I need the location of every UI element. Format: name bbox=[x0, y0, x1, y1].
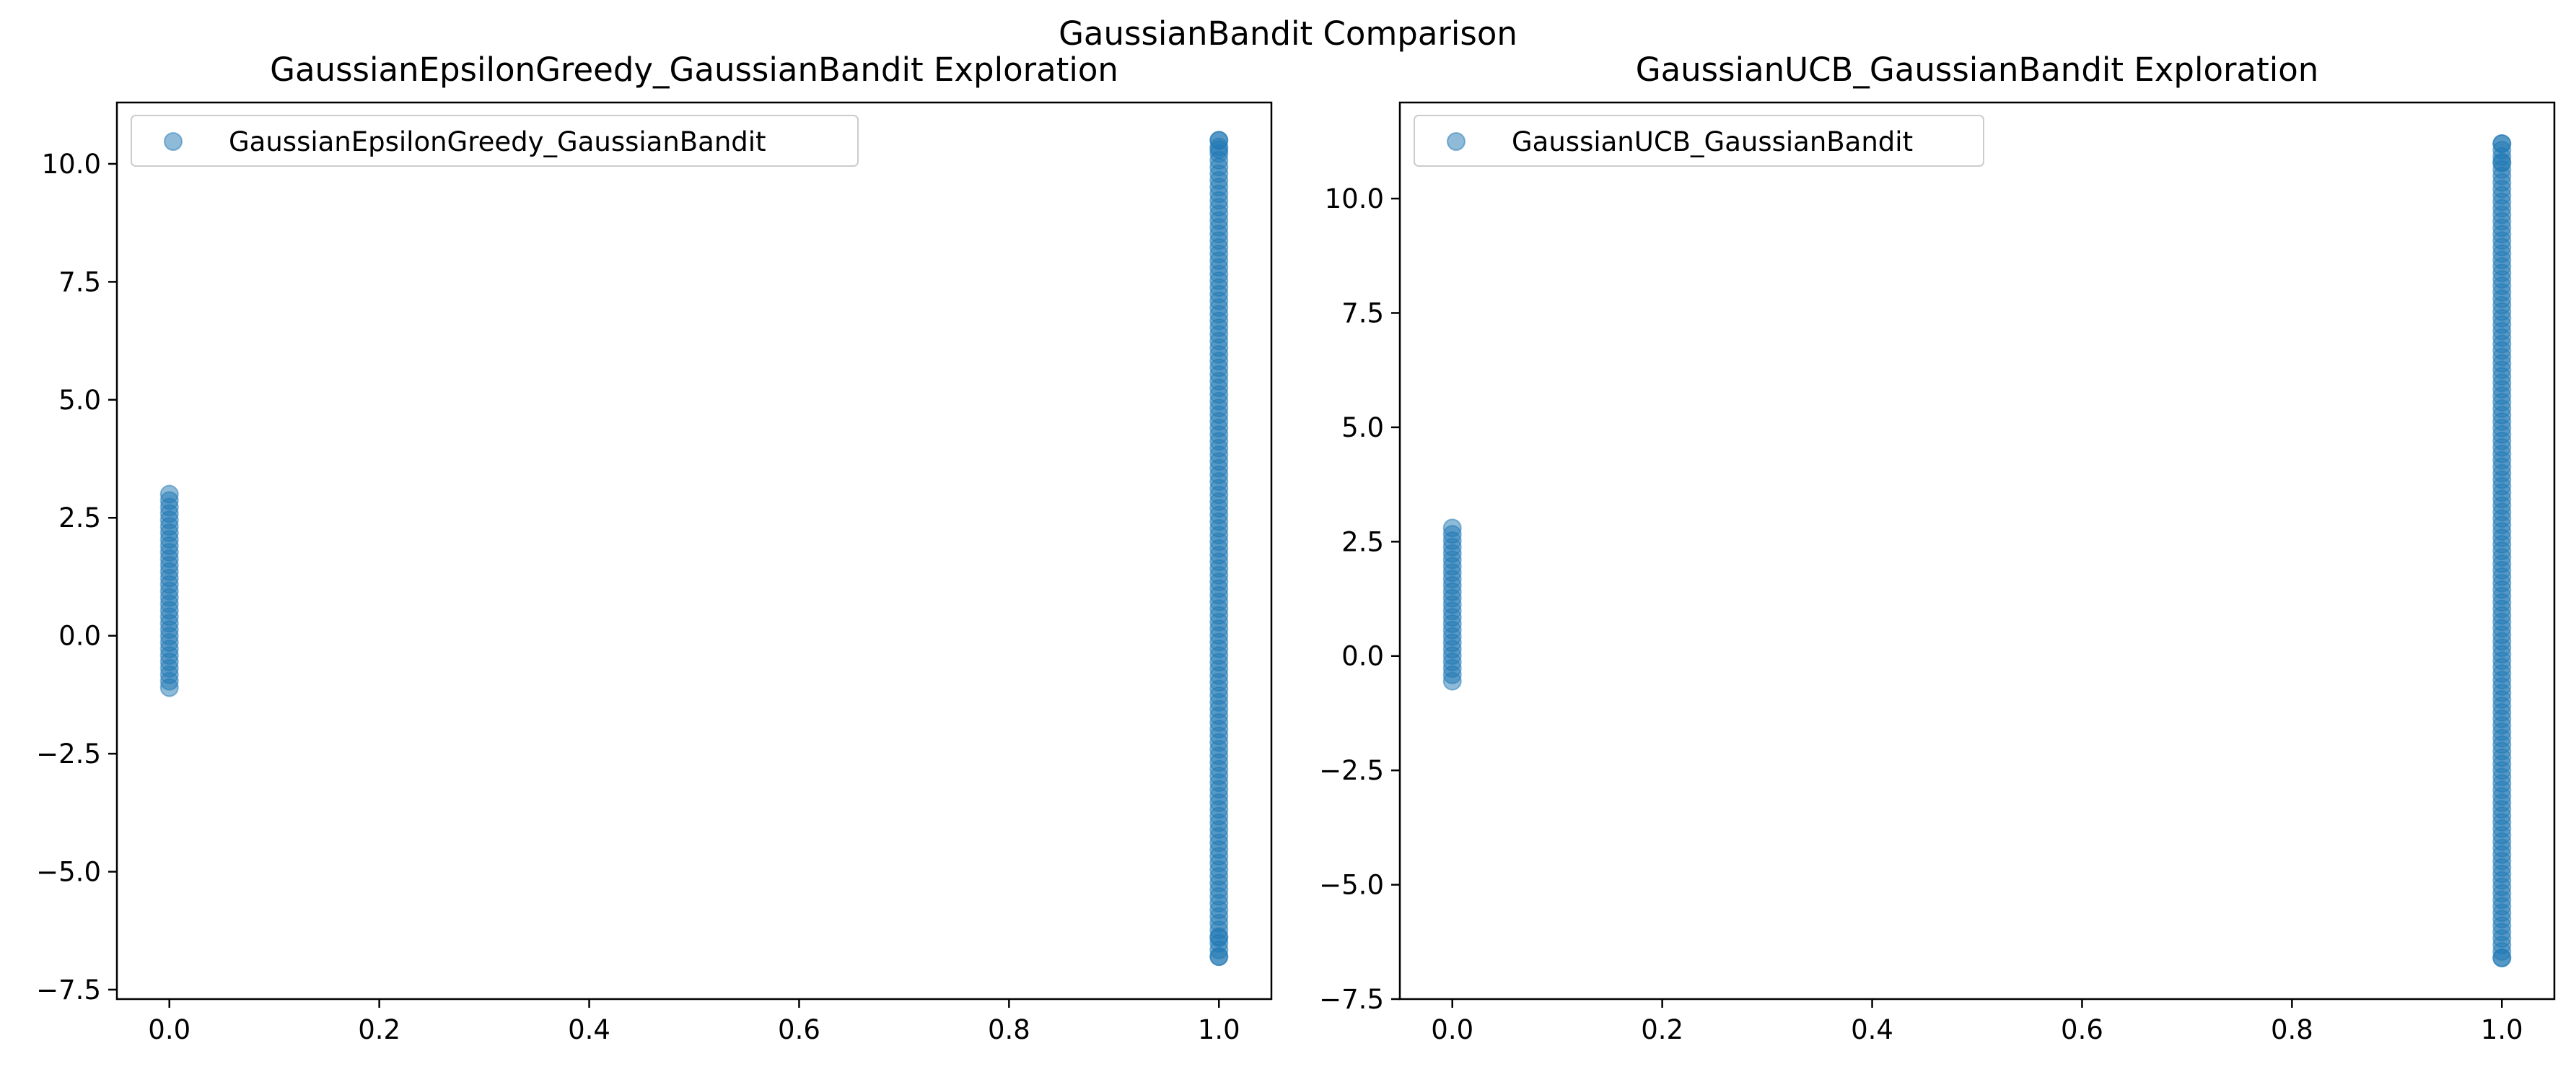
legend: GaussianUCB_GaussianBandit bbox=[1414, 115, 1984, 167]
subplot-1: GaussianEpsilonGreedy_GaussianBandit Exp… bbox=[36, 51, 1273, 1045]
data-markers bbox=[1442, 134, 2512, 967]
x-tick-label: 1.0 bbox=[1198, 1014, 1240, 1045]
y-tick-label: 7.5 bbox=[58, 266, 101, 297]
legend-marker bbox=[164, 132, 183, 151]
y-tick-label: 7.5 bbox=[1341, 297, 1384, 328]
x-tick-label: 0.0 bbox=[148, 1014, 190, 1045]
y-tick-label: 2.5 bbox=[1341, 526, 1384, 557]
x-tick-label: 0.4 bbox=[1851, 1014, 1893, 1045]
legend-label: GaussianUCB_GaussianBandit bbox=[1512, 126, 1913, 157]
x-tick-label: 0.8 bbox=[988, 1014, 1030, 1045]
x-tick-label: 0.8 bbox=[2271, 1014, 2313, 1045]
x-tick-label: 0.6 bbox=[778, 1014, 820, 1045]
y-tick-label: −2.5 bbox=[1319, 755, 1384, 786]
x-tick-label: 0.2 bbox=[358, 1014, 400, 1045]
y-tick-label: 2.5 bbox=[58, 502, 101, 533]
x-tick-label: 0.6 bbox=[2061, 1014, 2103, 1045]
axes-frame bbox=[115, 101, 1273, 1001]
x-tick-label: 0.2 bbox=[1641, 1014, 1683, 1045]
legend: GaussianEpsilonGreedy_GaussianBandit bbox=[131, 115, 859, 167]
y-tick-label: 5.0 bbox=[58, 385, 101, 416]
scatter-point bbox=[2492, 152, 2512, 172]
y-tick-label: −5.0 bbox=[1319, 870, 1384, 901]
x-tick-label: 1.0 bbox=[2481, 1014, 2523, 1045]
scatter-point bbox=[159, 484, 179, 504]
subplot-title: GaussianUCB_GaussianBandit Exploration bbox=[1636, 51, 2319, 89]
y-tick-label: −5.0 bbox=[36, 857, 101, 888]
x-tick-label: 0.4 bbox=[568, 1014, 610, 1045]
y-tick-label: −7.5 bbox=[1319, 984, 1384, 1015]
figure-title: GaussianBandit Comparison bbox=[1059, 14, 1517, 53]
y-tick-label: −2.5 bbox=[36, 738, 101, 770]
y-tick-label: −7.5 bbox=[36, 975, 101, 1006]
scatter-point bbox=[1209, 131, 1229, 150]
subplot-title: GaussianEpsilonGreedy_GaussianBandit Exp… bbox=[270, 51, 1118, 89]
data-markers bbox=[159, 131, 1229, 967]
y-tick-label: 0.0 bbox=[1341, 641, 1384, 672]
scatter-point bbox=[1209, 928, 1229, 948]
y-tick-label: 5.0 bbox=[1341, 412, 1384, 443]
scatter-point bbox=[1442, 518, 1462, 538]
scatter-point bbox=[2492, 948, 2512, 967]
legend-label: GaussianEpsilonGreedy_GaussianBandit bbox=[229, 126, 766, 157]
scatter-point bbox=[2492, 134, 2512, 154]
legend-box bbox=[1414, 115, 1984, 167]
legend-box bbox=[131, 115, 859, 167]
y-tick-label: 10.0 bbox=[42, 149, 101, 180]
y-tick-label: 0.0 bbox=[58, 621, 101, 652]
x-tick-label: 0.0 bbox=[1431, 1014, 1473, 1045]
axes-frame bbox=[1398, 101, 2556, 1001]
subplot-2: GaussianUCB_GaussianBandit Exploration 0.… bbox=[1319, 51, 2556, 1045]
legend-marker bbox=[1447, 132, 1466, 151]
scatter-point bbox=[1209, 947, 1229, 967]
y-tick-label: 10.0 bbox=[1325, 183, 1384, 214]
